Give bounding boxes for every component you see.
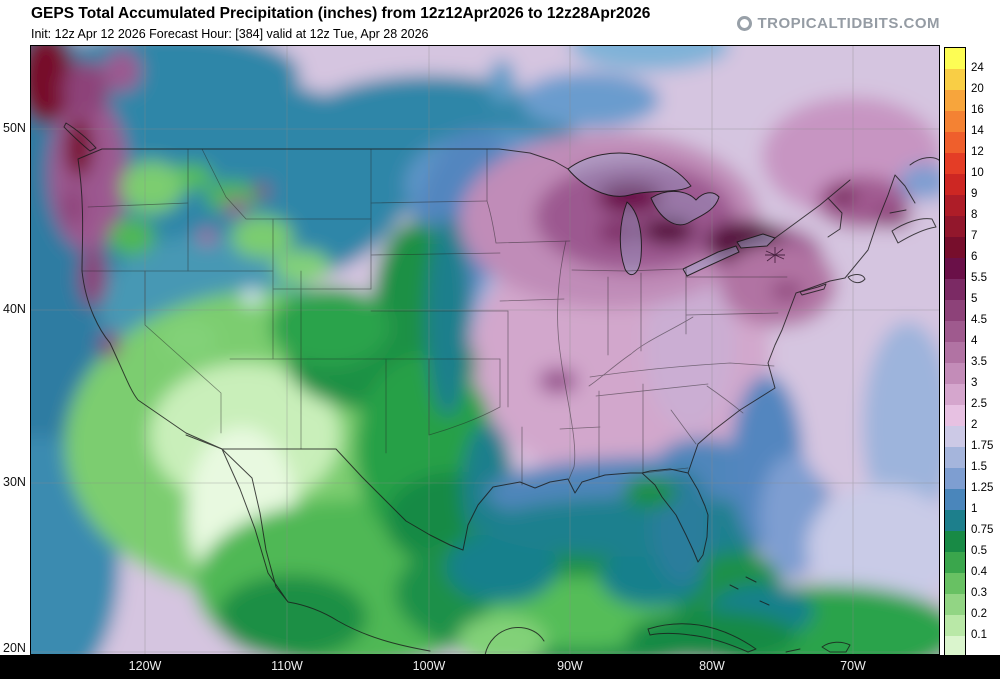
bottom-bar: 120W 110W 100W 90W 80W 70W (0, 655, 1000, 679)
colorbar-tick-label: 5.5 (971, 272, 987, 284)
colorbar-tick-label: 4 (971, 335, 978, 347)
colorbar-swatch (945, 636, 965, 657)
colorbar-tick-label: 12 (971, 146, 984, 158)
colorbar-swatch (945, 195, 965, 216)
colorbar-tick-label: 3 (971, 377, 978, 389)
init-line: Init: 12z Apr 12 2026 Forecast Hour: [38… (31, 27, 429, 41)
colorbar-tick-label: 9 (971, 188, 978, 200)
colorbar-swatch (945, 531, 965, 552)
colorbar-swatch (945, 153, 965, 174)
colorbar-tick-label: 1.75 (971, 440, 994, 452)
colorbar-tick-label: 20 (971, 83, 984, 95)
colorbar-swatch (945, 321, 965, 342)
colorbar-tick-label: 1.5 (971, 461, 987, 473)
colorbar-swatch (945, 258, 965, 279)
watermark: TROPICALTIDBITS.COM (737, 15, 940, 32)
watermark-text: TROPICALTIDBITS.COM (757, 15, 940, 32)
lon-label-110w: 110W (271, 659, 303, 673)
colorbar-swatch (945, 594, 965, 615)
colorbar-swatch (945, 216, 965, 237)
map-border (30, 45, 940, 655)
colorbar-tick-label: 0.5 (971, 545, 987, 557)
page-title: GEPS Total Accumulated Precipitation (in… (31, 5, 651, 22)
state-borders (81, 148, 788, 486)
lat-label-50n: 50N (3, 121, 26, 135)
lon-label-70w: 70W (840, 659, 866, 673)
colorbar-tick-label: 0.4 (971, 566, 987, 578)
colorbar-tick-label: 2.5 (971, 398, 987, 410)
precip-map (30, 45, 940, 655)
colorbar-swatch (945, 237, 965, 258)
colorbar-swatch (945, 426, 965, 447)
colorbar-tick-label: 3.5 (971, 356, 987, 368)
colorbar: 24 20 16 14 12 10 9 8 7 6 5.5 5 4.5 4 3.5 3 2.5 2 1.75 1.5 1… (944, 47, 1000, 658)
colorbar-tick-label: 8 (971, 209, 978, 221)
colorbar-tick-label: 14 (971, 125, 984, 137)
colorbar-swatch (945, 48, 965, 69)
colorbar-swatch (945, 510, 965, 531)
colorbar-tick-label: 0.1 (971, 629, 987, 641)
colorbar-swatch (945, 615, 965, 636)
colorbar-swatch (945, 573, 965, 594)
colorbar-tick-label: 16 (971, 104, 984, 116)
colorbar-swatches (944, 47, 966, 658)
colorbar-swatch (945, 384, 965, 405)
lat-label-20n: 20N (3, 641, 26, 655)
colorbar-tick-label: 7 (971, 230, 978, 242)
colorbar-swatch (945, 468, 965, 489)
lat-label-30n: 30N (3, 475, 26, 489)
colorbar-swatch (945, 90, 965, 111)
colorbar-swatch (945, 69, 965, 90)
tropicaltidbits-logo-icon (737, 16, 753, 31)
colorbar-swatch (945, 300, 965, 321)
colorbar-tick-label: 6 (971, 251, 978, 263)
colorbar-tick-label: 2 (971, 419, 978, 431)
coastline (63, 122, 940, 655)
colorbar-tick-label: 1.25 (971, 482, 994, 494)
lon-label-80w: 80W (699, 659, 725, 673)
lon-label-120w: 120W (128, 659, 162, 673)
colorbar-tick-label: 5 (971, 293, 978, 305)
colorbar-swatch (945, 111, 965, 132)
colorbar-swatch (945, 489, 965, 510)
map-frame (30, 45, 940, 655)
colorbar-swatch (945, 552, 965, 573)
colorbar-swatch (945, 342, 965, 363)
colorbar-swatch (945, 279, 965, 300)
colorbar-tick-label: 0.3 (971, 587, 987, 599)
colorbar-swatch (945, 405, 965, 426)
colorbar-tick-label: 24 (971, 62, 984, 74)
precip-field (30, 45, 940, 655)
colorbar-swatch (945, 363, 965, 384)
colorbar-tick-label: 4.5 (971, 314, 987, 326)
colorbar-tick-label: 10 (971, 167, 984, 179)
colorbar-swatch (945, 174, 965, 195)
colorbar-swatch (945, 447, 965, 468)
great-lakes (567, 152, 776, 277)
colorbar-swatch (945, 132, 965, 153)
colorbar-tick-label: 0.2 (971, 608, 987, 620)
grid-lines (30, 45, 940, 655)
colorbar-tick-label: 1 (971, 503, 978, 515)
lon-label-90w: 90W (557, 659, 583, 673)
colorbar-tick-label: 0.75 (971, 524, 994, 536)
lon-label-100w: 100W (412, 659, 446, 673)
max-marker (765, 247, 785, 263)
lat-label-40n: 40N (3, 302, 26, 316)
